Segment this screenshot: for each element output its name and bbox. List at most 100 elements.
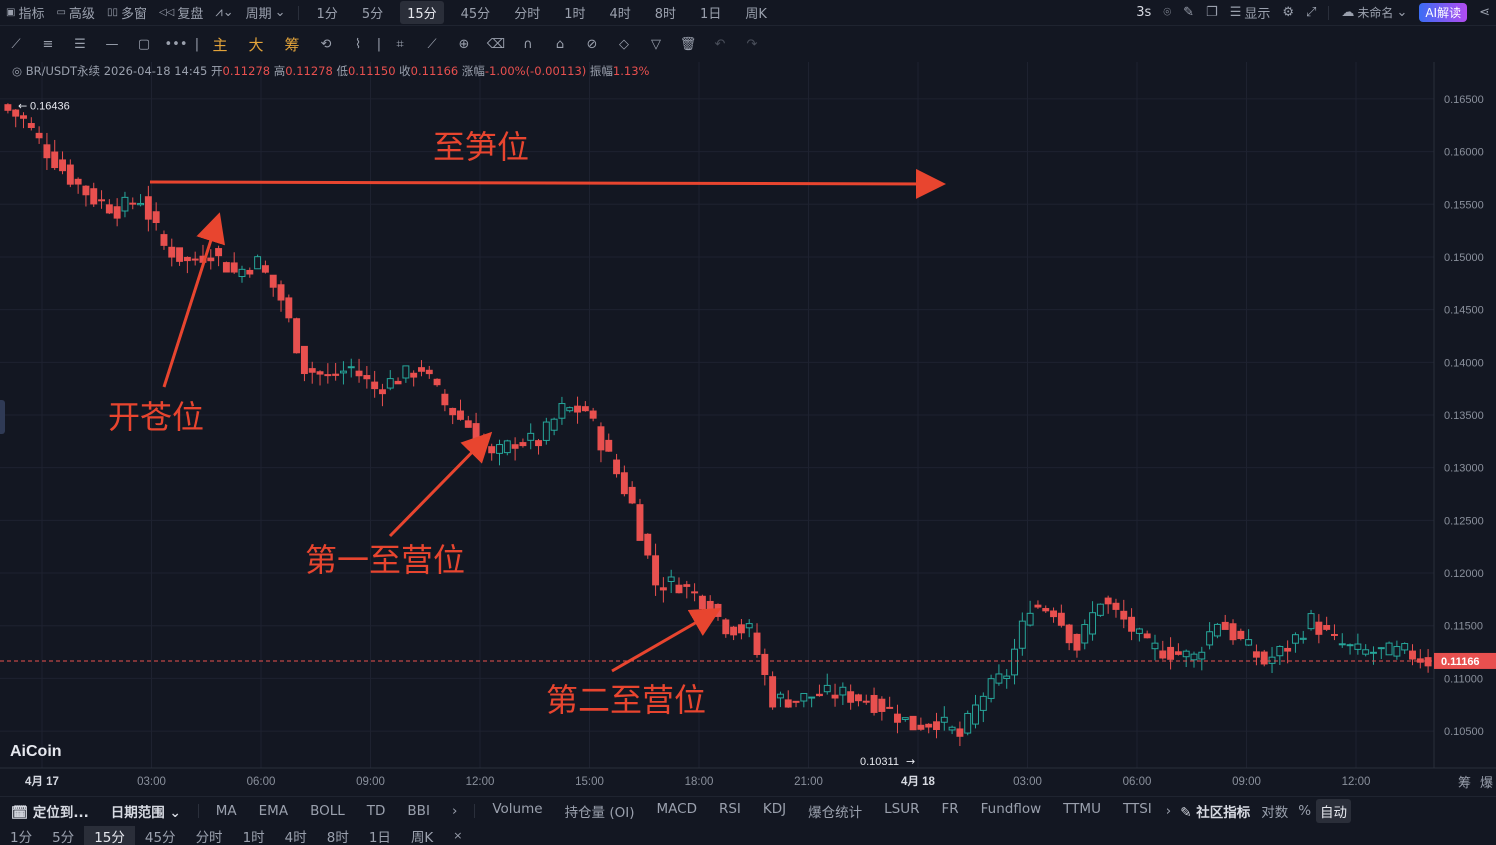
candle-body <box>1307 613 1315 630</box>
big-order-button[interactable]: 大 <box>248 35 264 54</box>
indicator-main-ma[interactable]: MA <box>215 803 237 819</box>
bottom-timeframe-0[interactable]: 1分 <box>10 829 33 845</box>
refresh-interval[interactable]: 3s <box>1136 5 1152 20</box>
magnet-icon[interactable]: ∩ <box>523 36 533 52</box>
more-tools-icon[interactable]: ••• <box>164 36 188 52</box>
toolbar-replay[interactable]: ◁◁ 复盘 <box>153 3 209 22</box>
filter-icon[interactable]: ▽ <box>651 36 661 52</box>
ai-interpret-button[interactable]: AI解读 <box>1419 3 1468 22</box>
settings-icon[interactable]: ⚙ <box>1282 5 1295 20</box>
display-button[interactable]: ☰ 显示 <box>1224 3 1277 22</box>
bottom-timeframe-3[interactable]: 45分 <box>144 829 176 845</box>
bottom-timeframe-4[interactable]: 分时 <box>195 829 223 845</box>
bottom-timeframe-2[interactable]: 15分 <box>84 825 135 845</box>
lock-icon[interactable]: ⌂ <box>555 36 565 52</box>
wave-icon[interactable]: ⩘⌄ <box>215 5 234 20</box>
indicator-sub-9[interactable]: TTMU <box>1063 801 1101 817</box>
toolbar-indicator[interactable]: ▣ 指标 <box>0 3 50 22</box>
channel-tool-icon[interactable]: ≡ <box>42 36 54 52</box>
timeframe-8[interactable]: 1日 <box>700 7 722 22</box>
bottom-timeframe-1[interactable]: 5分 <box>52 829 75 845</box>
brush-icon[interactable]: ⌇ <box>354 36 362 52</box>
timeframe-4[interactable]: 分时 <box>514 7 541 22</box>
camera-icon[interactable]: ⌾ <box>1163 5 1172 20</box>
y-tick-label: 0.12000 <box>1444 568 1484 580</box>
candle-body <box>1135 628 1143 634</box>
candle-body <box>1050 610 1058 618</box>
indicator-main-ema[interactable]: EMA <box>258 803 289 819</box>
timeframe-1[interactable]: 5分 <box>361 7 384 22</box>
indicator-sub-0[interactable]: Volume <box>492 801 543 817</box>
indicator-sub-10[interactable]: TTSI <box>1122 801 1152 817</box>
divider: | <box>194 36 200 52</box>
chevron-right-icon[interactable]: › <box>1165 803 1172 819</box>
bottom-timeframe-9[interactable]: 周K <box>410 829 434 845</box>
indicator-sub-3[interactable]: RSI <box>718 801 741 817</box>
log-scale-button[interactable]: 对数 <box>1261 805 1289 821</box>
indicator-sub-4[interactable]: KDJ <box>762 801 787 817</box>
toolbar-multi-window[interactable]: ▯▯ 多窗 <box>101 3 153 22</box>
timeframe-6[interactable]: 4时 <box>609 7 631 22</box>
timeframe-9[interactable]: 周K <box>745 7 767 22</box>
timeframe-5[interactable]: 1时 <box>564 7 586 22</box>
period-menu[interactable]: 周期 ⌄ <box>240 3 292 22</box>
bottom-timeframe-5[interactable]: 1时 <box>242 829 265 845</box>
chevron-right-icon[interactable]: › <box>451 803 458 819</box>
line-tool-icon[interactable]: ⟋ <box>11 36 21 52</box>
timeframe-0[interactable]: 1分 <box>316 7 338 22</box>
ruler-icon[interactable]: ⟋ <box>427 36 437 52</box>
copy-icon[interactable]: ❐ <box>1206 5 1218 20</box>
rectangle-icon[interactable]: ▢ <box>137 36 151 52</box>
indicator-sub-1[interactable]: 持仓量 (OI) <box>564 805 635 821</box>
hide-icon[interactable]: ⊘ <box>586 36 598 52</box>
sidebar-handle[interactable] <box>0 400 5 434</box>
candle-body <box>433 378 441 386</box>
candle-body <box>909 715 917 731</box>
close-icon[interactable]: × <box>453 829 463 842</box>
indicator-sub-8[interactable]: Fundflow <box>980 801 1042 817</box>
bottom-timeframe-6[interactable]: 4时 <box>284 829 307 845</box>
candle-body <box>636 504 644 541</box>
refresh-chart-icon[interactable]: ⟲ <box>320 36 332 52</box>
pen-icon[interactable]: ✎ <box>1183 5 1195 20</box>
bottom-timeframe-8[interactable]: 1日 <box>368 829 391 845</box>
trash-icon[interactable]: 🗑 <box>679 36 697 52</box>
horizontal-line-icon[interactable]: — <box>105 36 119 52</box>
candle-body <box>1299 637 1307 640</box>
zoom-icon[interactable]: ⊕ <box>458 36 470 52</box>
community-indicators-button[interactable]: ✎ 社区指标 <box>1174 801 1256 821</box>
horizontal-lines-icon[interactable]: ☰ <box>74 36 86 52</box>
eye-icon[interactable]: ◎ <box>12 64 23 78</box>
indicator-sub-5[interactable]: 爆仓统计 <box>808 805 863 821</box>
percent-scale-button[interactable]: % <box>1298 803 1312 819</box>
timeframe-3[interactable]: 45分 <box>460 7 491 22</box>
auto-scale-button[interactable]: 自动 <box>1316 799 1352 823</box>
eraser-icon[interactable]: ⌫ <box>486 36 506 52</box>
indicator-sub-6[interactable]: LSUR <box>884 801 920 817</box>
indicator-sub-2[interactable]: MACD <box>656 801 697 817</box>
redo-icon[interactable]: ↷ <box>746 36 758 52</box>
layout-name-button[interactable]: ☁ 未命名 ⌄ <box>1335 4 1413 21</box>
candle-body <box>722 619 730 635</box>
candlestick-chart[interactable]: 0.16500 0.16000 0.15500 0.15000 0.14500 0.140… <box>0 0 1496 796</box>
candle-body <box>940 716 948 723</box>
divider <box>197 804 199 818</box>
timeframe-2[interactable]: 15分 <box>400 1 444 24</box>
candle-body <box>558 403 566 419</box>
indicator-main-bbi[interactable]: BBI <box>407 803 430 819</box>
timeframe-7[interactable]: 8时 <box>654 7 677 22</box>
main-force-button[interactable]: 主 <box>212 35 228 54</box>
locate-button[interactable]: 🗓 定位到... <box>0 801 100 821</box>
undo-icon[interactable]: ↶ <box>714 36 726 52</box>
fullscreen-icon[interactable]: ⤢ <box>1306 5 1317 20</box>
tag-icon[interactable]: ◇ <box>619 36 629 52</box>
share-icon[interactable]: ⋖ <box>1479 5 1490 20</box>
date-range-button[interactable]: 日期范围 ⌄ <box>100 801 192 821</box>
toolbar-advanced[interactable]: ▭ 高级 <box>50 3 100 22</box>
bottom-timeframe-7[interactable]: 8时 <box>326 829 349 845</box>
indicator-main-td[interactable]: TD <box>366 803 386 819</box>
indicator-sub-7[interactable]: FR <box>941 801 959 817</box>
crop-icon[interactable]: ⌗ <box>396 36 404 52</box>
indicator-main-boll[interactable]: BOLL <box>310 803 345 819</box>
chip-button[interactable]: 筹 <box>284 35 300 54</box>
